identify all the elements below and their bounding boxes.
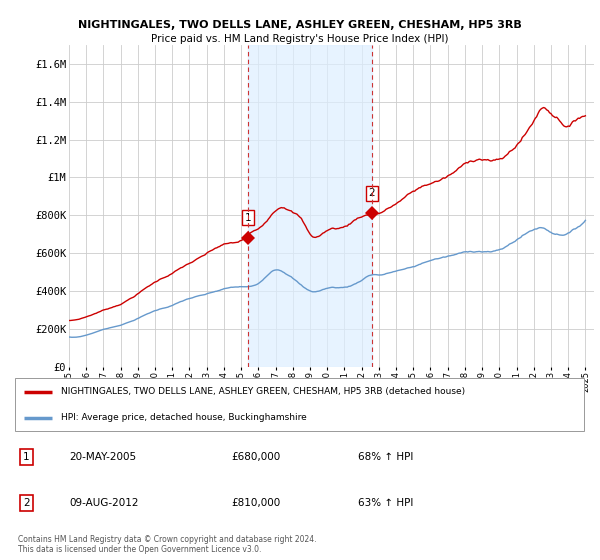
Text: 1: 1 (244, 213, 251, 223)
Text: 63% ↑ HPI: 63% ↑ HPI (358, 498, 413, 508)
FancyBboxPatch shape (15, 378, 584, 431)
Text: NIGHTINGALES, TWO DELLS LANE, ASHLEY GREEN, CHESHAM, HP5 3RB: NIGHTINGALES, TWO DELLS LANE, ASHLEY GRE… (78, 20, 522, 30)
Text: HPI: Average price, detached house, Buckinghamshire: HPI: Average price, detached house, Buck… (61, 413, 307, 422)
Text: Price paid vs. HM Land Registry's House Price Index (HPI): Price paid vs. HM Land Registry's House … (151, 34, 449, 44)
Text: 09-AUG-2012: 09-AUG-2012 (70, 498, 139, 508)
Text: £680,000: £680,000 (231, 452, 280, 462)
Text: 68% ↑ HPI: 68% ↑ HPI (358, 452, 413, 462)
Text: Contains HM Land Registry data © Crown copyright and database right 2024.
This d: Contains HM Land Registry data © Crown c… (18, 535, 317, 554)
Text: 2: 2 (23, 498, 30, 508)
Text: 1: 1 (23, 452, 30, 462)
Bar (248, 45, 371, 367)
Text: 2: 2 (368, 188, 375, 198)
Text: 20-MAY-2005: 20-MAY-2005 (70, 452, 137, 462)
Text: £810,000: £810,000 (231, 498, 280, 508)
Text: NIGHTINGALES, TWO DELLS LANE, ASHLEY GREEN, CHESHAM, HP5 3RB (detached house): NIGHTINGALES, TWO DELLS LANE, ASHLEY GRE… (61, 387, 465, 396)
